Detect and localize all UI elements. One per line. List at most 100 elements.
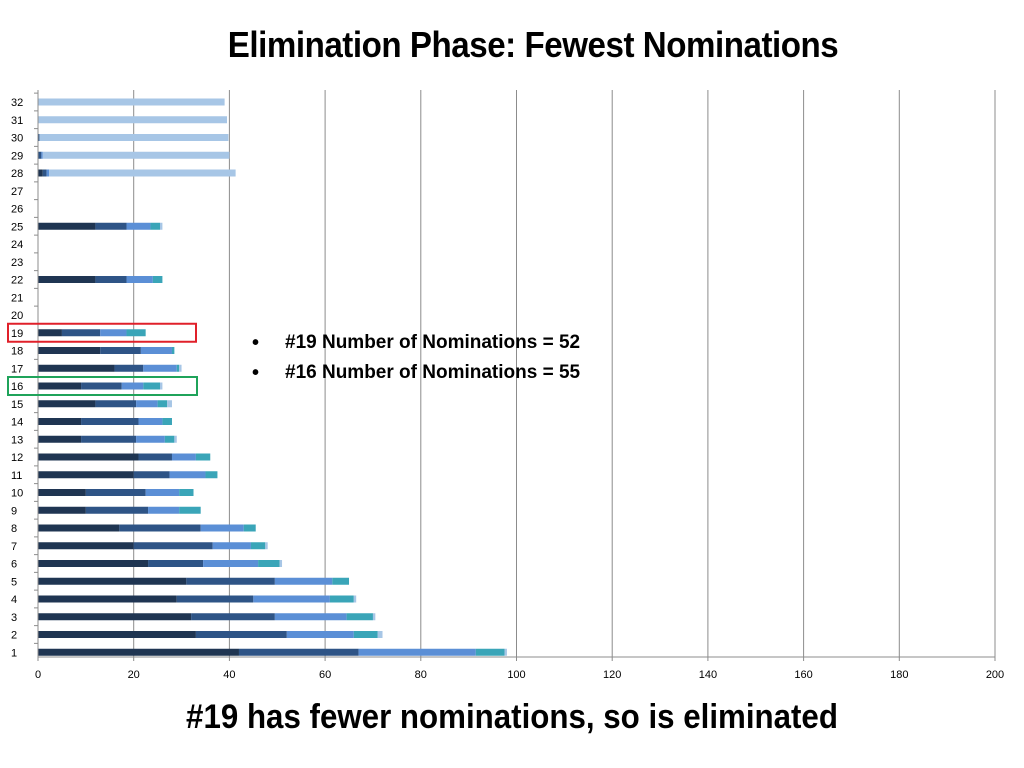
y-tick-label: 30 [11,133,23,145]
bar-segment [475,648,505,656]
y-tick-label: 20 [11,310,23,322]
bar-segment [148,560,204,567]
bar-segment [38,435,82,443]
y-tick-label: 9 [11,505,17,517]
bar-segment [148,506,180,514]
bar-segment [140,347,172,354]
bar-segment [286,631,354,638]
bar-segment [38,329,62,337]
bar-segment [243,524,256,532]
bar-segment [372,613,376,621]
bar-segment [174,435,177,443]
y-tick-label: 3 [11,612,17,624]
y-tick-label: 1 [11,647,17,659]
bar-segment [346,613,373,621]
bar-segment [176,364,180,372]
bar-segment [145,489,180,496]
bar-segment [38,98,225,106]
bar-segment [42,151,230,159]
bar-segment [160,222,163,230]
bar-segment [143,364,177,372]
x-tick-label: 20 [128,669,140,681]
x-tick-label: 40 [223,669,235,681]
bar-segment [265,542,268,550]
y-tick-label: 8 [11,523,17,535]
bar-segment [332,577,350,585]
bar-segment [179,506,201,514]
bar-segment [186,577,275,585]
y-tick-label: 10 [11,488,23,500]
bar-segment [205,471,218,479]
bar-segment [126,276,153,283]
y-tick-label: 19 [11,328,23,340]
bar-segment [353,595,357,603]
bullet-item: #16 Number of Nominations = 55 [252,358,580,388]
bar-segment [179,489,194,496]
highlight-box-19 [7,322,197,343]
x-tick-label: 200 [986,669,1004,681]
bar-segment [46,169,50,177]
bar-segment [195,631,287,638]
bar-segment [152,276,163,283]
bar-segment [133,542,213,550]
bar-segment [100,347,141,354]
bar-segment [191,613,275,621]
bar-segment [150,222,161,230]
x-tick-label: 180 [890,669,908,681]
bar-segment [38,453,139,461]
bar-segment [38,151,42,159]
bars [38,98,507,656]
bar-segment [38,560,149,567]
y-tick-label: 29 [11,150,23,162]
bar-segment [160,382,163,390]
highlight-boxes [7,322,198,396]
bar-segment [42,169,47,177]
bar-segment [38,577,187,585]
bar-segment [39,134,229,141]
y-tick-label: 26 [11,204,23,216]
bar-segment [279,560,283,567]
y-tick-label: 6 [11,559,17,571]
bar-segment [119,524,201,532]
bar-segment [133,471,170,479]
bar-segment [38,276,96,283]
bar-segment [38,489,86,496]
bar-segment [38,134,40,141]
y-tick-label: 7 [11,541,17,553]
bar-segment [195,453,211,461]
x-tick-label: 120 [603,669,621,681]
bar-segment [121,382,144,390]
bar-segment [136,400,158,408]
bar-segment [38,524,120,532]
y-tick-label: 15 [11,399,23,411]
bar-segment [167,400,172,408]
slide-title: Elimination Phase: Fewest Nominations [227,24,839,65]
y-tick-label: 23 [11,257,23,269]
bar-segment [157,400,168,408]
bar-segment [171,347,175,354]
bar-segment [377,631,383,638]
bar-segment [85,506,149,514]
bar-segment [169,471,206,479]
y-tick-label: 4 [11,594,17,606]
bar-segment [179,364,182,372]
x-tick-label: 80 [415,669,427,681]
bar-segment [203,560,259,567]
y-tick-label: 18 [11,346,23,358]
bar-segment [38,595,177,603]
y-tick-label: 11 [11,470,22,482]
y-tick-label: 31 [11,115,23,127]
bar-segment [38,382,82,390]
bar-segment [95,276,127,283]
bar-segment [38,542,134,550]
y-tick-label: 16 [11,381,23,393]
y-tick-label: 28 [11,168,23,180]
x-tick-label: 60 [319,669,331,681]
bar-segment [136,435,165,443]
annotation-bullets: #19 Number of Nominations = 52 #16 Numbe… [252,328,580,388]
bar-segment [38,347,101,354]
x-tick-label: 0 [35,669,41,681]
bar-segment [85,489,146,496]
highlight-box-16 [7,376,198,396]
